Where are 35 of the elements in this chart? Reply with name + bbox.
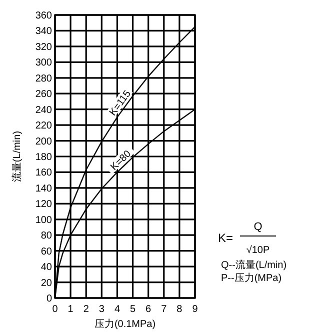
x-tick-label: 3 — [98, 304, 105, 315]
x-tick-label: 9 — [192, 304, 198, 315]
y-tick-label: 80 — [40, 230, 52, 242]
x-tick-label: 1 — [68, 304, 74, 315]
y-tick-label: 220 — [35, 120, 52, 132]
y-tick-label: 0 — [46, 294, 52, 304]
y-tick-label: 20 — [40, 278, 52, 289]
x-tick-label: 6 — [146, 304, 152, 315]
y-tick-label: 40 — [40, 262, 52, 274]
x-axis-title: 压力(0.1MPa) — [94, 318, 156, 330]
x-tick-label: 2 — [83, 304, 90, 315]
x-tick-label: 7 — [161, 304, 168, 315]
y-tick-label: 180 — [35, 152, 52, 163]
text: K= — [218, 231, 234, 245]
x-tick-label: 4 — [114, 304, 120, 315]
y-axis-title: 流量(L/min) — [11, 130, 23, 182]
y-tick-label: 300 — [35, 58, 52, 69]
text: P--压力(MPa) — [221, 272, 282, 284]
text: Q--流量(L/min) — [221, 259, 287, 271]
y-tick-label: 160 — [35, 168, 52, 179]
x-tick-label: 8 — [176, 304, 183, 315]
y-tick-label: 200 — [35, 136, 52, 148]
text: Q — [254, 221, 263, 233]
y-tick-label: 60 — [40, 246, 52, 258]
y-tick-label: 120 — [35, 199, 52, 210]
y-tick-label: 340 — [35, 26, 52, 38]
y-tick-label: 360 — [35, 10, 52, 22]
y-tick-label: 260 — [35, 89, 52, 100]
y-tick-label: 140 — [35, 183, 52, 194]
y-tick-label: 320 — [35, 42, 52, 53]
y-tick-label: 280 — [35, 73, 52, 84]
x-tick-label: 5 — [130, 304, 136, 315]
y-tick-label: 240 — [35, 104, 52, 116]
text: √10P — [246, 245, 270, 256]
y-tick-label: 100 — [35, 214, 52, 226]
